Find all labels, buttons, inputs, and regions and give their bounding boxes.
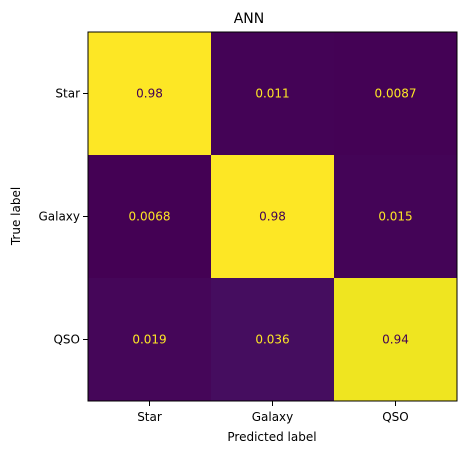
- heatmap-cell-r0-c0: [88, 32, 212, 156]
- y-tick-label-2: QSO: [53, 333, 80, 347]
- chart-title: ANN: [234, 11, 265, 27]
- cell-value-label-r2-c2: 0.94: [382, 333, 409, 347]
- y-axis-label: True label: [9, 187, 23, 246]
- y-tick-label-0: Star: [55, 87, 80, 101]
- x-tick-label-0: Star: [137, 410, 162, 424]
- heatmap-cell-r1-c2: [334, 155, 458, 279]
- cell-value-label-r1-c1: 0.98: [259, 210, 286, 224]
- heatmap-cell-r2-c2: [334, 278, 458, 402]
- y-axis: Star Galaxy QSO: [38, 87, 88, 347]
- heatmap-cell-r0-c2: [334, 32, 458, 156]
- y-tick-label-1: Galaxy: [38, 210, 80, 224]
- x-tick-label-2: QSO: [382, 410, 409, 424]
- heatmap-cell-r1-c0: [88, 155, 212, 279]
- cell-value-label-r2-c1: 0.036: [255, 333, 289, 347]
- heatmap-cells: 0.98 0.011 0.0087 0.0068 0.98 0.015 0.019 0.036…: [88, 32, 458, 402]
- heatmap-cell-r1-c1: [211, 155, 335, 279]
- cell-value-label-r0-c2: 0.0087: [375, 87, 417, 101]
- cell-value-label-r0-c1: 0.011: [255, 87, 289, 101]
- heatmap-cell-r0-c1: [211, 32, 335, 156]
- cell-value-label-r2-c0: 0.019: [132, 333, 166, 347]
- x-axis-label: Predicted label: [227, 430, 316, 444]
- x-tick-label-1: Galaxy: [252, 410, 294, 424]
- heatmap-cell-r2-c1: [211, 278, 335, 402]
- cell-value-label-r1-c2: 0.015: [378, 210, 412, 224]
- cell-value-label-r0-c0: 0.98: [136, 87, 163, 101]
- cell-value-label-r1-c0: 0.0068: [129, 210, 171, 224]
- x-axis: Star Galaxy QSO: [137, 401, 409, 424]
- heatmap-cell-r2-c0: [88, 278, 212, 402]
